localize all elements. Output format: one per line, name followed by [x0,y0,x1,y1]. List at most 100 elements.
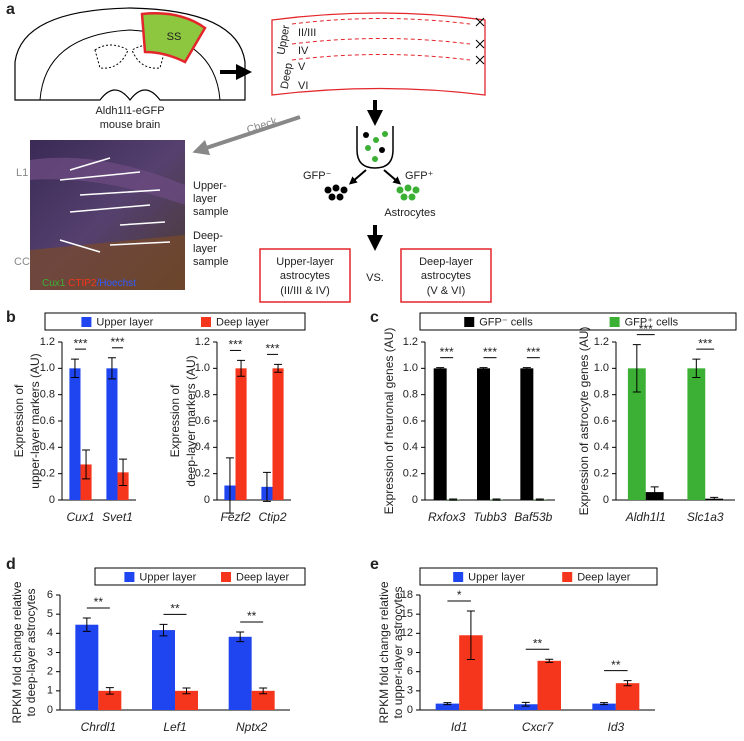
sample-line [59,157,171,253]
bar [272,368,284,500]
y-axis-label: to deep-layer astrocytes [24,588,38,716]
legend-label: Deep layer [236,571,290,583]
y-tick-label: 5 [47,608,53,620]
error-bar [182,687,191,695]
error-bar [225,457,234,514]
y-tick-label: 2 [47,666,53,678]
legend-label: GFP⁺ cells [625,316,679,328]
y-tick-label: 1.0 [403,362,418,374]
legend-box [44,312,306,331]
cut-line [291,18,471,61]
y-axis-label: RPKM fold change relative [10,581,24,723]
x-tick-label: Aldh1l1 [625,510,666,524]
panel-label: b [6,309,16,326]
y-tick-label: 0.2 [403,468,418,480]
significance-label: *** [698,336,712,350]
micrograph-layer [30,235,185,290]
y-axis-label: Expression of [168,384,182,457]
bar [75,624,99,710]
y-tick-label: 0.2 [40,468,55,480]
error-bar [521,701,530,707]
tube [356,126,394,169]
legend-label: Upper layer [468,571,525,583]
y-axis-label: Expression of neuronal genes (AU) [382,328,396,515]
significance-label: ** [247,609,257,623]
y-tick-label: 0.6 [594,415,609,427]
stain: /Hoechst [96,278,136,289]
y-tick-label: 0.4 [195,441,210,453]
scissors [475,17,485,65]
arrow [383,169,402,185]
x-tick-label: Rxfox3 [428,510,466,524]
legend-label: Deep layer [216,316,270,328]
sample-label: sample [193,256,228,268]
legend-swatch [81,317,92,327]
bar [627,368,646,500]
x-tick-label: Nptx2 [236,720,268,734]
x-tick-label: Lef1 [163,720,186,734]
cell-cluster [396,184,420,201]
cell-type: Astrocytes [384,207,436,219]
bar [251,690,275,710]
y-tick-label: 3 [47,646,53,658]
bar [106,368,118,500]
significance-label: *** [526,345,540,359]
bar [235,368,247,500]
y-tick-label: 1.2 [40,336,55,348]
bar [520,368,534,500]
ss-region [140,12,207,64]
bar [80,464,92,500]
y-axis-label: Expression of astrocyte genes (AU) [577,327,591,516]
legend-box [419,312,737,331]
y-tick-label: 0.6 [195,415,210,427]
x-tick-label: Cxcr7 [522,720,555,734]
y-tick-label: 0 [47,704,53,716]
significance-label: *** [639,322,653,336]
error-bar [82,617,91,632]
group-label: astrocytes [421,270,472,282]
y-tick-label: 0.8 [40,389,55,401]
legend-swatch [609,317,620,327]
bar [435,703,460,710]
layer: VI [298,80,308,92]
significance-label: *** [265,342,279,356]
y-tick-label: 0.4 [403,441,418,453]
y-tick-label: 0 [407,704,413,716]
sort-label: GFP⁺ [405,170,434,182]
stain-legend: Cux1 CTIP2/Hoechst [42,278,136,289]
error-bar [650,486,659,498]
error-bar [105,687,114,695]
error-bar [710,496,719,501]
legend-swatch [464,317,475,327]
panel-label: a [6,1,15,18]
error-bar [70,358,79,379]
sample-label: sample [193,206,228,218]
sample-label: Deep- [193,230,223,242]
y-tick-label: 1.2 [403,336,418,348]
significance-label: * [457,588,462,602]
y-tick-label: 0.2 [195,468,210,480]
y-tick-label: 0.4 [40,441,55,453]
error-bar [449,498,458,501]
bar [117,472,129,500]
panel-label: e [370,556,379,573]
y-tick-label: 15 [401,608,413,620]
y-tick-label: 18 [401,589,413,601]
y-axis-label: Expression of [12,384,26,457]
y-tick-label: 0 [204,494,210,506]
bar [537,660,561,710]
error-bar [600,702,609,706]
error-bar [436,367,445,370]
bar [615,683,640,710]
bar [152,630,175,710]
bar [433,368,447,500]
group-label: Upper-layer [276,256,334,268]
y-tick-label: 12 [401,627,413,639]
y-tick-label: 1 [47,685,53,697]
y-tick-label: 0 [49,494,55,506]
cell-cluster [324,184,348,201]
x-tick-label: Fezf2 [220,510,250,524]
error-bar [623,680,632,687]
y-tick-label: 0 [603,494,609,506]
error-bar [236,631,245,643]
